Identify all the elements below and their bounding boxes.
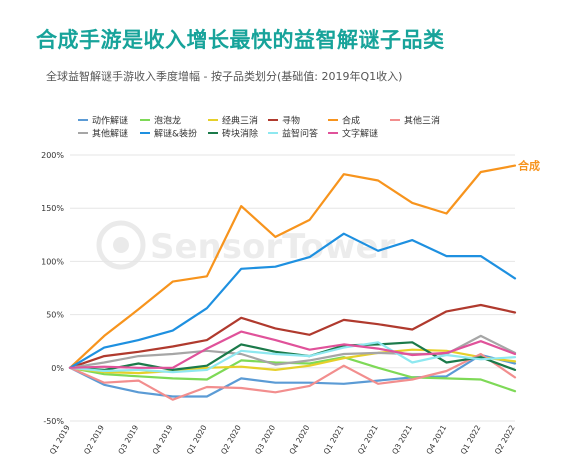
x-tick-label: Q4 2019 [151,423,175,456]
series-line [68,303,517,369]
x-tick-label: Q3 2019 [116,423,140,456]
y-tick-label: 0% [51,364,64,373]
series-line [68,353,517,398]
series-line [68,330,517,369]
x-tick-label: Q1 2022 [459,423,483,456]
series-line [68,341,517,374]
legend-label: 经典三消 [222,115,258,127]
end-label: 合成 [518,159,540,173]
x-tick-label: Q1 2019 [48,423,72,456]
x-tick-label: Q3 2021 [390,423,414,456]
y-tick-label: 100% [41,257,64,266]
x-tick-label: Q2 2021 [356,423,380,456]
watermark-logo [96,220,146,270]
legend-label: 寻物 [282,115,300,127]
legend-label: 解谜&装扮 [154,128,197,140]
legend-label: 合成 [342,115,360,127]
y-tick-label: 150% [41,204,64,213]
x-tick-label: Q4 2020 [287,423,311,456]
legend-label: 其他三消 [404,115,440,127]
x-tick-label: Q3 2020 [253,423,277,456]
series-line [68,164,517,369]
series-line [68,352,517,401]
x-tick-label: Q1 2020 [185,423,209,456]
legend-label: 泡泡龙 [154,115,181,127]
x-tick-label: Q2 2020 [219,423,243,456]
x-tick-label: Q1 2021 [322,423,346,456]
x-tick-label: Q2 2019 [82,423,106,456]
y-tick-label: 50% [46,311,64,320]
legend-label: 其他解谜 [92,128,128,140]
y-tick-label: 200% [41,151,64,160]
legend-label: 文字解谜 [342,128,378,140]
y-tick-label: -50% [43,417,64,426]
x-tick-label: Q2 2022 [493,423,517,456]
page-title: 合成手游是收入增长最快的益智解谜子品类 [36,28,445,52]
x-tick-label: Q4 2021 [424,423,448,456]
series-line [68,232,517,369]
legend-label: 益智问答 [282,128,318,140]
series-line [68,348,517,375]
legend-label: 动作解谜 [92,115,128,127]
chart-subtitle: 全球益智解谜手游收入季度增幅 - 按子品类划分(基础值: 2019年Q1收入) [46,70,403,83]
legend-label: 砖块消除 [222,128,258,140]
